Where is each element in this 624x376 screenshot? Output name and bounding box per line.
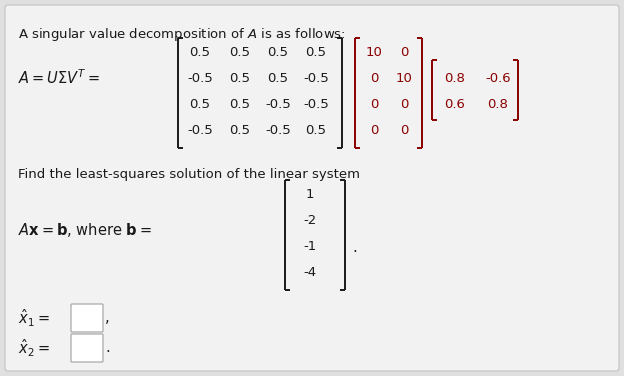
Text: 0: 0 <box>370 71 378 85</box>
Text: 0.6: 0.6 <box>444 97 466 111</box>
Text: -0.5: -0.5 <box>265 97 291 111</box>
Text: -2: -2 <box>303 214 316 227</box>
Text: -0.6: -0.6 <box>485 71 511 85</box>
Text: 0: 0 <box>370 97 378 111</box>
Text: ,: , <box>105 311 110 326</box>
Text: $\mathit{A} = U\Sigma V^T =$: $\mathit{A} = U\Sigma V^T =$ <box>18 69 100 87</box>
Text: 10: 10 <box>366 45 383 59</box>
FancyBboxPatch shape <box>5 5 619 371</box>
Text: 0.5: 0.5 <box>306 123 326 136</box>
Text: 0.5: 0.5 <box>230 97 250 111</box>
Text: 0.8: 0.8 <box>487 97 509 111</box>
Text: Find the least-squares solution of the linear system: Find the least-squares solution of the l… <box>18 168 360 181</box>
Text: .: . <box>352 240 357 255</box>
Text: 0.5: 0.5 <box>230 45 250 59</box>
Text: -0.5: -0.5 <box>187 71 213 85</box>
Text: 0.5: 0.5 <box>190 45 210 59</box>
Text: 0.8: 0.8 <box>444 71 466 85</box>
Text: 0.5: 0.5 <box>230 123 250 136</box>
Text: -4: -4 <box>303 267 316 279</box>
Text: A singular value decomposition of $\mathit{A}$ is as follows:: A singular value decomposition of $\math… <box>18 26 346 43</box>
Text: $\hat{x}_2 =$: $\hat{x}_2 =$ <box>18 337 50 359</box>
Text: 0.5: 0.5 <box>268 45 288 59</box>
Text: 0.5: 0.5 <box>230 71 250 85</box>
Text: 0: 0 <box>400 97 408 111</box>
FancyBboxPatch shape <box>71 334 103 362</box>
Text: 0: 0 <box>400 123 408 136</box>
Text: -0.5: -0.5 <box>187 123 213 136</box>
Text: $\mathit{A}\mathbf{x} = \mathbf{b}$, where $\mathbf{b} =$: $\mathit{A}\mathbf{x} = \mathbf{b}$, whe… <box>18 221 152 239</box>
Text: 0.5: 0.5 <box>190 97 210 111</box>
Text: 0: 0 <box>370 123 378 136</box>
Text: $\hat{x}_1 =$: $\hat{x}_1 =$ <box>18 307 50 329</box>
Text: .: . <box>105 341 110 355</box>
Text: -0.5: -0.5 <box>303 71 329 85</box>
Text: -0.5: -0.5 <box>265 123 291 136</box>
Text: 0.5: 0.5 <box>306 45 326 59</box>
FancyBboxPatch shape <box>71 304 103 332</box>
Text: -1: -1 <box>303 241 316 253</box>
Text: 0: 0 <box>400 45 408 59</box>
Text: 0.5: 0.5 <box>268 71 288 85</box>
Text: 1: 1 <box>306 188 314 202</box>
Text: -0.5: -0.5 <box>303 97 329 111</box>
Text: 10: 10 <box>396 71 412 85</box>
